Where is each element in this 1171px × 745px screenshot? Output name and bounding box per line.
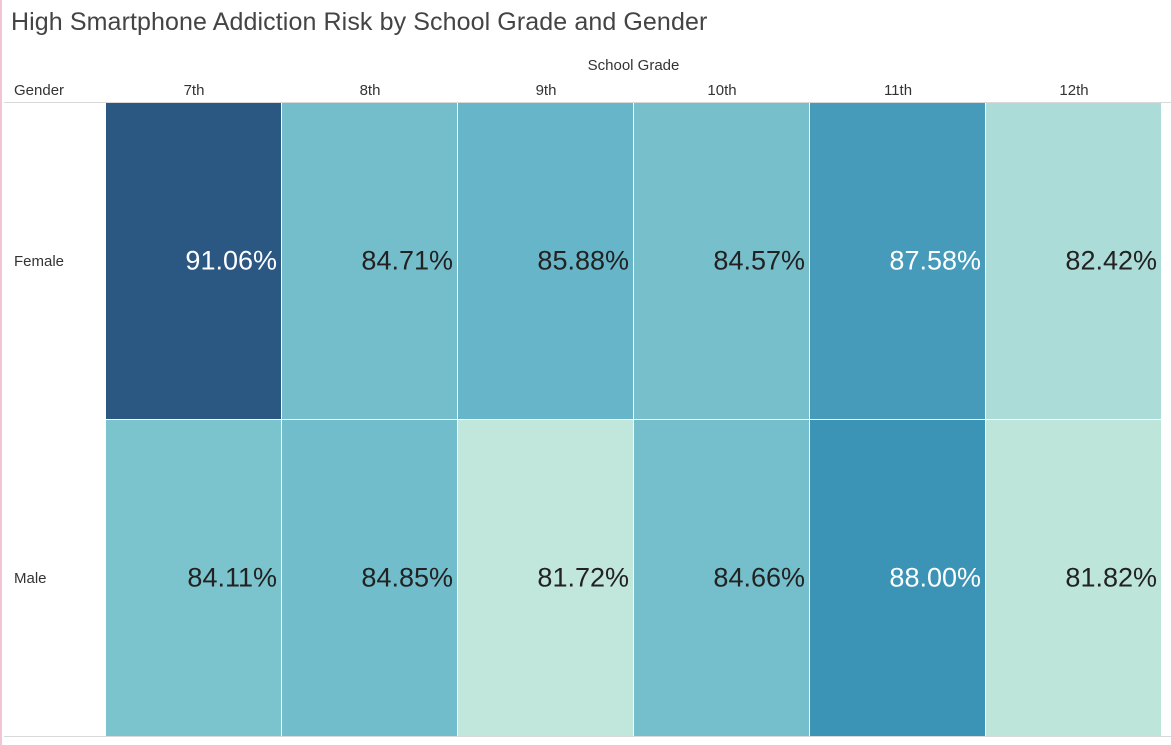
heatmap-cell-male-10th: 84.66% xyxy=(634,420,809,736)
column-field-label: School Grade xyxy=(587,57,680,74)
heatmap-cell-male-7th: 84.11% xyxy=(106,420,281,736)
cell-value-label: 84.85% xyxy=(361,562,453,593)
cell-value-label: 88.00% xyxy=(889,562,981,593)
column-header-11th: 11th xyxy=(883,82,913,99)
column-header-7th: 7th xyxy=(183,82,205,99)
heatmap-cell-female-9th: 85.88% xyxy=(458,103,633,419)
heatmap-cell-male-8th: 84.85% xyxy=(282,420,457,736)
cell-value-label: 81.72% xyxy=(537,562,629,593)
heatmap-cell-female-11th: 87.58% xyxy=(810,103,985,419)
cell-value-label: 84.66% xyxy=(713,562,805,593)
column-header-10th: 10th xyxy=(707,82,737,99)
cell-value-label: 84.57% xyxy=(713,245,805,276)
cell-value-label: 85.88% xyxy=(537,245,629,276)
left-edge-accent xyxy=(0,0,2,745)
heatmap-cell-male-12th: 81.82% xyxy=(986,420,1161,736)
chart-title: High Smartphone Addiction Risk by School… xyxy=(11,8,708,36)
cell-value-label: 84.11% xyxy=(187,562,277,593)
column-header-8th: 8th xyxy=(359,82,381,99)
heatmap-cell-female-12th: 82.42% xyxy=(986,103,1161,419)
heatmap-cell-male-9th: 81.72% xyxy=(458,420,633,736)
heatmap-cell-male-11th: 88.00% xyxy=(810,420,985,736)
heatmap-cell-female-8th: 84.71% xyxy=(282,103,457,419)
heatmap-cell-female-7th: 91.06% xyxy=(106,103,281,419)
cell-value-label: 87.58% xyxy=(889,245,981,276)
cell-value-label: 91.06% xyxy=(185,245,277,276)
bottom-divider xyxy=(4,736,1171,737)
cell-value-label: 81.82% xyxy=(1065,562,1157,593)
row-label-female: Female xyxy=(14,253,65,270)
heatmap-cell-female-10th: 84.57% xyxy=(634,103,809,419)
row-field-label: Gender xyxy=(14,82,65,99)
cell-value-label: 82.42% xyxy=(1065,245,1157,276)
column-header-12th: 12th xyxy=(1059,82,1089,99)
row-label-male: Male xyxy=(14,570,47,587)
cell-value-label: 84.71% xyxy=(361,245,453,276)
header-divider xyxy=(4,102,1171,103)
column-header-9th: 9th xyxy=(535,82,557,99)
